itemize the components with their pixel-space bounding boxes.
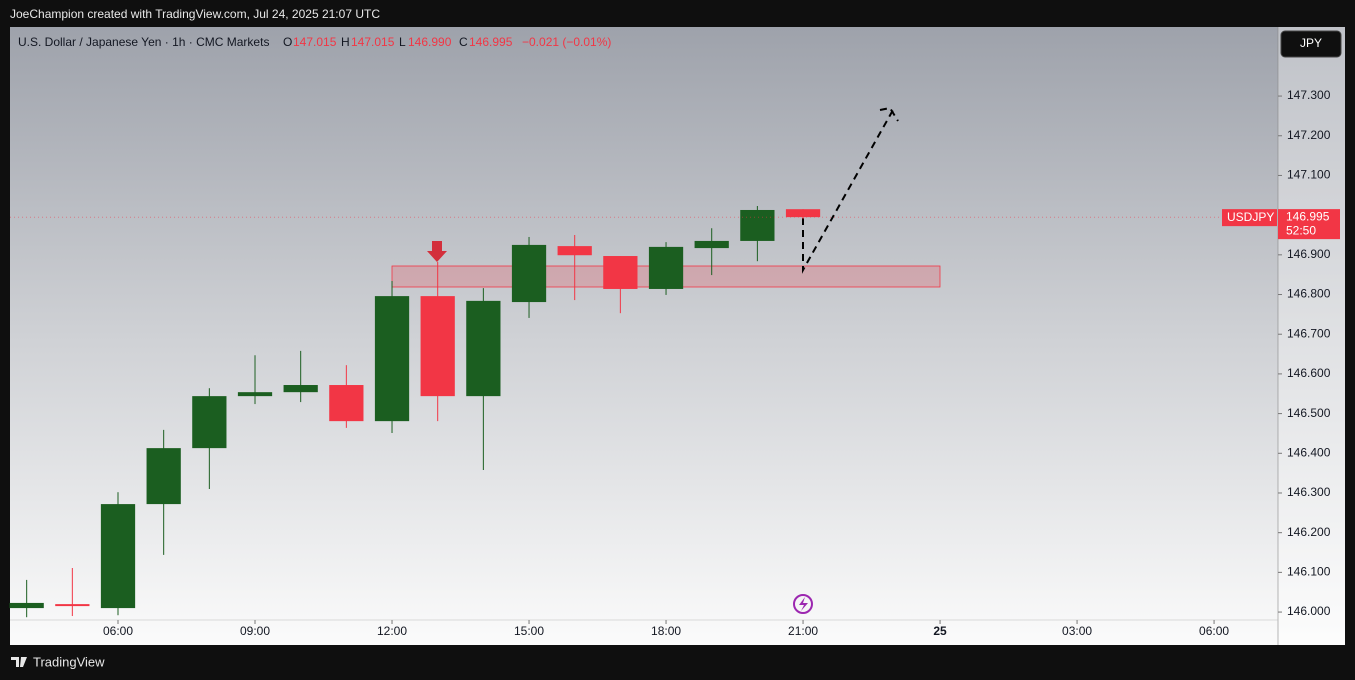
symbol-tag [1222,209,1277,227]
y-tick-label: 146.100 [1287,565,1331,579]
y-tick-label: 146.800 [1287,287,1331,301]
ohlc-value: 147.015 [351,35,395,49]
candle-body [511,244,547,303]
ohlc-value: 146.995 [469,35,513,49]
y-tick-label: 146.500 [1287,406,1331,420]
candle-body [648,246,684,289]
y-tick-label: 147.200 [1287,128,1331,142]
candle-body [466,300,501,397]
candle-body [374,296,410,422]
brand: TradingView [33,654,105,669]
currency-button[interactable] [1280,30,1342,58]
y-tick-label: 146.700 [1287,326,1331,340]
marks: 146.000 146.100 146.200 146.300 146.400 146.5… [9,88,1340,638]
candle-body [420,296,455,397]
x-tick-label: 21:00 [788,624,818,638]
x-tick-label: 06:00 [1199,624,1229,638]
y-tick-label: 146.900 [1287,247,1331,261]
candle-body [603,256,638,289]
candle-body [785,209,821,218]
candle-body [740,209,775,241]
currency[interactable]: JPY [1300,36,1322,50]
ohlc-value: 146.990 [408,35,452,49]
symbol: U.S. Dollar / Japanese Yen · 1h · CMC Ma… [18,35,269,49]
projection-head [879,106,899,122]
price-tag [1278,209,1340,240]
y-tick-label: 146.200 [1287,525,1331,539]
price-tag-price: 146.995 [1286,209,1330,223]
y-tick-label: 146.000 [1287,604,1331,618]
ohlc-key: C [459,35,468,49]
x-tick-label: 03:00 [1062,624,1092,638]
x-tick-label: 09:00 [240,624,270,638]
price-tag-countdown: 52:50 [1286,223,1316,237]
y-tick-label: 146.300 [1287,485,1331,499]
x-tick-label: 18:00 [651,624,681,638]
candle-body [192,396,227,449]
projection [802,109,894,274]
x-tick-label: 12:00 [377,624,407,638]
x-tick-label: 25 [933,624,947,638]
candle-body [146,448,181,505]
y-tick-label: 146.400 [1287,445,1331,459]
candle-body [9,602,44,609]
candle-body [283,385,318,393]
change: −0.021 (−0.01%) [522,35,611,49]
down-arrow [427,241,447,262]
candle-body [557,246,592,256]
y-tick-label: 147.300 [1287,88,1331,102]
ohlc-key: H [341,35,350,49]
brand-logo [11,657,27,667]
candle-body [694,240,729,249]
ohlc-key: O [283,35,292,49]
ohlc-key: L [399,35,406,49]
x-tick-label: 06:00 [103,624,133,638]
event-icon-bolt[interactable] [799,597,808,611]
ohlc-value: 147.015 [293,35,337,49]
credit: JoeChampion created with TradingView.com… [10,7,380,21]
candle-body [55,604,90,607]
candle-body [237,392,273,397]
y-tick-label: 146.600 [1287,366,1331,380]
event-icon[interactable] [793,594,813,614]
candle-body [100,504,136,609]
y-tick-label: 147.100 [1287,168,1331,182]
price-axis [1278,27,1345,645]
plot-background [10,27,1345,645]
candle-body [329,385,364,422]
x-tick-label: 15:00 [514,624,544,638]
symbol-tag-label: USDJPY [1227,210,1274,224]
